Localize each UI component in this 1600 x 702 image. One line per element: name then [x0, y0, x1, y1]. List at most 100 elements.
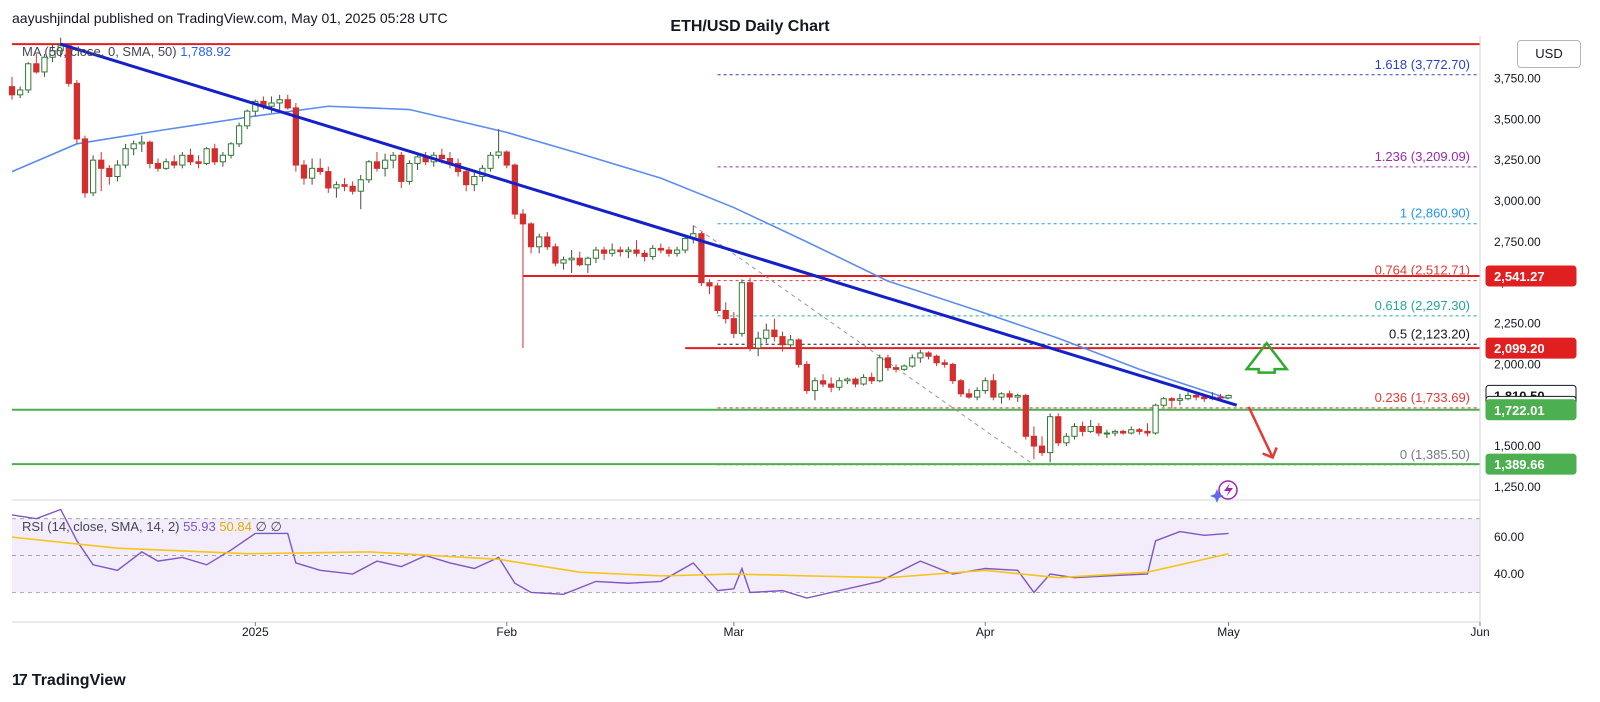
candle-up	[1111, 430, 1119, 434]
price-axis-tick-label: 2,250.00	[1494, 317, 1541, 331]
candle-down	[925, 352, 932, 357]
candle-up	[162, 161, 170, 169]
ma-legend[interactable]: MA (50, close, 0, SMA, 50) 1,788.92	[22, 44, 231, 59]
candle-down	[81, 138, 89, 194]
candle-down	[73, 82, 81, 140]
candle-up	[787, 339, 794, 346]
ma-legend-label: MA (50, close, 0, SMA, 50)	[22, 44, 177, 59]
candle-down	[511, 164, 518, 215]
bearish-arrow-shaft	[1247, 406, 1274, 459]
tradingview-logo[interactable]: 17 TradingView	[12, 672, 126, 690]
candle-down	[325, 171, 332, 189]
candle-down	[300, 164, 308, 179]
candle-down	[292, 107, 300, 166]
candle-down	[698, 233, 705, 284]
candle-down	[373, 161, 381, 169]
candle-up	[138, 141, 145, 145]
candle-up	[406, 162, 413, 182]
candle-down	[1079, 425, 1086, 432]
price-axis[interactable]: 3,750.00 3,500.00 3,250.00 3,000.00 2,750.00…	[1479, 36, 1541, 622]
candle-up	[1063, 435, 1070, 444]
candle-down	[1217, 396, 1224, 399]
candle-up	[179, 154, 186, 166]
candle-down	[722, 309, 729, 320]
candle-up	[609, 249, 616, 254]
candle-up	[235, 125, 243, 145]
candle-up	[244, 110, 251, 127]
candle-down	[187, 154, 194, 163]
candle-up	[738, 282, 746, 334]
bullish-arrow	[1244, 341, 1290, 374]
candle-up	[1128, 429, 1135, 434]
candle-up	[998, 393, 1005, 398]
rsi-legend[interactable]: RSI (14, close, SMA, 14, 2) 55.93 50.84 …	[22, 519, 282, 535]
candle-up	[860, 376, 867, 385]
time-axis-tick-label: 2025	[242, 625, 269, 639]
candle-down	[657, 247, 664, 251]
candle-down	[211, 148, 218, 163]
candle-up	[763, 329, 770, 339]
candle-down	[1055, 416, 1062, 444]
candle-up	[901, 365, 908, 370]
rsi-legend-extra-2: ∅	[270, 519, 282, 534]
fib-projection-line	[692, 225, 1035, 466]
candle-down	[730, 318, 737, 334]
candle-up	[1184, 394, 1192, 400]
candle-up	[974, 390, 981, 398]
candle-down	[1136, 429, 1143, 432]
currency-button[interactable]: USD	[1517, 40, 1581, 68]
candle-up	[41, 56, 48, 73]
candle-down	[852, 378, 859, 385]
tradingview-logo-text: TradingView	[31, 672, 126, 689]
candle-up	[909, 357, 916, 367]
price-axis-tick-label: 1,250.00	[1494, 480, 1541, 494]
candle-up	[1152, 404, 1159, 434]
fib-level-label: 0.236 (1,733.69)	[1375, 390, 1470, 405]
price-badge	[1485, 453, 1577, 475]
time-axis[interactable]: 2025 Feb Mar Apr May Jun	[12, 621, 1490, 639]
candle-up	[811, 380, 819, 392]
candle-down	[600, 249, 608, 254]
rsi-axis-tick-label: 40.00	[1494, 567, 1524, 581]
candle-down	[1144, 430, 1151, 434]
rsi-line	[11, 508, 1229, 599]
fib-level-label: 1.618 (3,772.70)	[1375, 57, 1470, 72]
candle-up	[487, 154, 494, 169]
rsi-plot-area[interactable]	[11, 508, 1480, 599]
rsi-ma-line	[11, 536, 1229, 579]
candle-up	[844, 378, 851, 382]
candle-down	[1168, 398, 1175, 401]
time-axis-tick-label: Jun	[1470, 625, 1489, 639]
candle-down	[1120, 430, 1127, 434]
candle-up	[57, 45, 64, 52]
candle-down	[892, 367, 900, 370]
candle-up	[414, 156, 421, 164]
sparkle-icon	[1210, 489, 1224, 503]
candle-up	[682, 238, 689, 251]
candle-up	[625, 249, 632, 253]
candle-up	[568, 257, 575, 261]
candle-down	[1022, 394, 1029, 437]
candle-down	[552, 246, 559, 264]
bolt-icon-glyph	[1224, 483, 1233, 497]
fib-level-label: 0.764 (2,512.71)	[1375, 263, 1470, 278]
price-badge-label: 2,541.27	[1494, 269, 1545, 284]
candle-up	[1103, 432, 1111, 435]
candle-down	[398, 154, 405, 182]
candle-down	[98, 159, 105, 169]
rsi-legend-value: 55.93	[183, 519, 216, 534]
price-badge-label: 2,099.20	[1494, 341, 1545, 356]
candle-down	[965, 393, 973, 398]
candle-down	[884, 357, 892, 369]
candle-up	[89, 159, 97, 194]
price-axis-tick-label: 3,500.00	[1494, 112, 1541, 126]
candle-up	[49, 50, 56, 58]
fib-level-label: 0.618 (2,297.30)	[1375, 298, 1470, 313]
candle-down	[1038, 445, 1046, 454]
price-badge	[1485, 265, 1577, 287]
candle-up	[755, 337, 762, 349]
bearish-arrow-head	[1262, 447, 1278, 460]
candle-down	[1030, 435, 1038, 447]
candle-down	[154, 162, 162, 169]
